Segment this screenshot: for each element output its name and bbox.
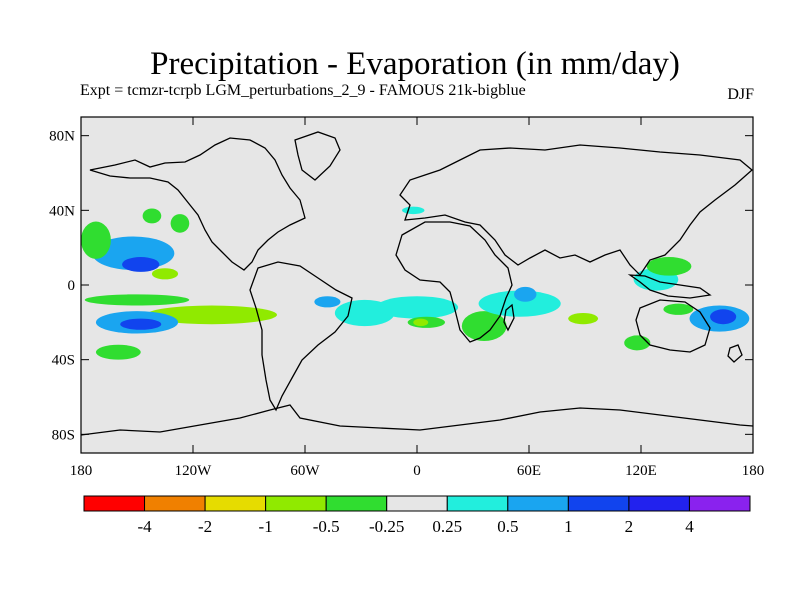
x-tick-label: 120W	[175, 463, 213, 479]
anomaly-region	[568, 313, 599, 325]
colorbar-swatch	[325, 495, 388, 512]
anomaly-region	[122, 257, 160, 272]
colorbar-label: -0.25	[369, 517, 404, 536]
x-tick-label: 60E	[517, 463, 541, 479]
anomaly-region	[146, 305, 277, 325]
colorbar-swatch	[567, 495, 630, 512]
colorbar-label: 4	[685, 517, 694, 536]
colorbar-swatch	[265, 495, 327, 512]
coast-south-america	[249, 261, 353, 412]
colorbar-label: 0.5	[497, 517, 518, 536]
season-label: DJF	[727, 86, 754, 103]
coast-antarctica	[81, 404, 753, 436]
colorbar-label: -2	[198, 517, 212, 536]
experiment-subtitle: Expt = tcmzr-tcrpb LGM_perturbations_2_9…	[80, 82, 526, 99]
colorbar-swatch	[386, 495, 448, 512]
anomaly-region	[478, 290, 561, 317]
anomaly-region	[84, 294, 190, 306]
anomaly-field	[81, 206, 750, 360]
coast-north-america	[89, 137, 306, 271]
y-tick-label: 40S	[52, 353, 75, 369]
y-tick-label: 0	[68, 278, 76, 294]
y-tick-label: 40N	[49, 203, 75, 219]
anomaly-region	[314, 296, 341, 308]
anomaly-region	[514, 286, 537, 302]
coast-africa	[395, 221, 513, 343]
colorbar-swatch	[204, 495, 267, 512]
coast-new-zealand	[727, 344, 743, 363]
y-tick-label: 80N	[49, 129, 75, 145]
colorbar-swatch	[446, 495, 509, 512]
colorbar-label: 1	[564, 517, 573, 536]
axis-ticks: 180 120W 60W 0 60E 120E 180 80N 40N 0 40S 80S	[49, 117, 764, 479]
coast-madagascar	[503, 303, 515, 332]
anomaly-region	[81, 221, 111, 259]
coast-eurasia	[399, 144, 753, 277]
anomaly-region	[646, 257, 692, 276]
colorbar-swatch	[83, 495, 146, 512]
colorbar-label: 2	[625, 517, 634, 536]
x-tick-label: 180	[70, 463, 93, 479]
chart-title: Precipitation - Evaporation (in mm/day)	[150, 46, 680, 82]
colorbar-label: 0.25	[432, 517, 462, 536]
y-tick-label: 80S	[52, 427, 75, 443]
x-tick-label: 60W	[290, 463, 320, 479]
anomaly-region	[624, 335, 651, 351]
anomaly-region	[663, 303, 694, 315]
colorbar-swatch	[144, 495, 206, 512]
coast-greenland	[294, 131, 341, 181]
x-tick-label: 0	[413, 463, 421, 479]
anomaly-region	[120, 318, 162, 330]
colorbar-label: -1	[259, 517, 273, 536]
anomaly-region	[461, 311, 507, 342]
colorbar-swatch	[507, 495, 569, 512]
colorbar-label: -0.5	[313, 517, 340, 536]
colorbar-swatch	[628, 495, 690, 512]
x-tick-label: 120E	[625, 463, 657, 479]
colorbar: -4 -2 -1 -0.5 -0.25 0.25 0.5 1 2 4	[83, 495, 751, 536]
anomaly-region	[375, 296, 459, 319]
anomaly-region	[142, 208, 162, 224]
anomaly-region	[170, 214, 190, 233]
coastlines	[81, 131, 753, 436]
anomaly-region	[710, 309, 737, 325]
coast-maritime-continent	[627, 274, 712, 299]
coast-australia	[635, 299, 711, 353]
colorbar-swatch	[688, 495, 751, 512]
anomaly-region	[402, 206, 425, 215]
anomaly-region	[151, 268, 179, 280]
colorbar-label: -4	[137, 517, 152, 536]
x-tick-label: 180	[742, 463, 765, 479]
anomaly-region	[413, 318, 429, 327]
anomaly-region	[95, 344, 141, 360]
